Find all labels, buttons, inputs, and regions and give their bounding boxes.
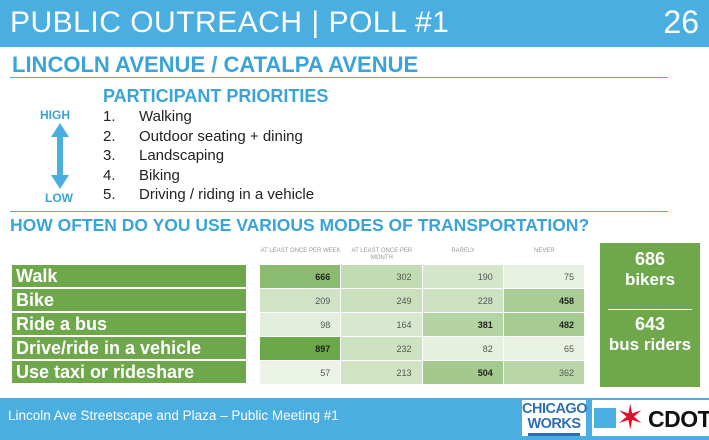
table-cell: 302: [341, 265, 423, 288]
transport-question: HOW OFTEN DO YOU USE VARIOUS MODES OF TR…: [10, 215, 590, 235]
priority-item: 1. Walking: [103, 108, 192, 125]
red-star-icon: ✶: [616, 399, 645, 437]
table-cell: 897: [260, 337, 342, 360]
table-cell: 504: [422, 361, 504, 384]
table-cell: 164: [341, 313, 423, 336]
table-cell: 82: [422, 337, 504, 360]
mode-label-bus: Ride a bus: [12, 313, 246, 335]
double-arrow-icon: [51, 123, 69, 189]
stats-divider: [608, 309, 692, 310]
table-row: 666 302 190 75: [260, 265, 585, 289]
blue-square-icon: [594, 408, 616, 428]
bus-riders-label: bus riders: [608, 335, 692, 354]
table-cell: 209: [260, 289, 342, 312]
column-header: AT LEAST ONCE PER WEEK: [260, 248, 341, 254]
table-cell: 232: [341, 337, 423, 360]
column-header: RARELY: [451, 248, 475, 254]
table-cell: 482: [503, 313, 585, 336]
table-cell: 249: [341, 289, 423, 312]
column-header: NEVER: [534, 248, 555, 254]
priority-item: 2. Outdoor seating + dining: [103, 127, 303, 145]
high-label: HIGH: [40, 108, 70, 122]
chicago-works-logo: CHICAGO WORKS: [522, 400, 587, 436]
footer-bar: Lincoln Ave Streetscape and Plaza – Publ…: [0, 398, 709, 440]
table-cell: 65: [503, 337, 585, 360]
column-header: AT LEAST ONCE PER MONTH: [351, 248, 413, 261]
mode-label-taxi: Use taxi or rideshare: [12, 361, 246, 383]
priorities-list: 1. Walking 2. Outdoor seating + dining 3. L…: [103, 107, 314, 205]
table-cell: 75: [503, 265, 585, 288]
low-label: LOW: [45, 191, 73, 205]
mode-labels: Walk Bike Ride a bus Drive/ride in a veh…: [12, 265, 246, 385]
slide-title: PUBLIC OUTREACH | POLL #1: [10, 6, 450, 39]
table-cell: 190: [422, 265, 504, 288]
priority-item: 3. Landscaping: [103, 147, 225, 164]
bikers-label: bikers: [624, 270, 676, 289]
priority-item: 5. Driving / riding in a vehicle: [103, 186, 315, 203]
bikers-count: 686: [634, 249, 666, 269]
table-cell: 57: [260, 361, 342, 384]
table-row: 897 232 82 65: [260, 337, 585, 361]
frequency-table: AT LEAST ONCE PER WEEK AT LEAST ONCE PER…: [260, 243, 585, 385]
stats-box: 686 bikers 643 bus riders: [600, 243, 700, 387]
cdot-logo: ✶ CDOT: [592, 400, 709, 436]
table-cell: 458: [503, 289, 585, 312]
divider-middle: [10, 211, 668, 212]
mode-label-walk: Walk: [12, 265, 246, 287]
table-cell: 381: [422, 313, 504, 336]
table-header: AT LEAST ONCE PER WEEK AT LEAST ONCE PER…: [260, 243, 585, 265]
footer-text: Lincoln Ave Streetscape and Plaza – Publ…: [8, 408, 339, 423]
header-bar: PUBLIC OUTREACH | POLL #1 26: [0, 0, 709, 47]
priority-item: 4. Biking: [103, 166, 180, 184]
table-row: 209 249 228 458: [260, 289, 585, 313]
table-row: 98 164 381 482: [260, 313, 585, 337]
priorities-title: PARTICIPANT PRIORITIES: [103, 86, 329, 106]
table-cell: 228: [422, 289, 504, 312]
table-cell: 213: [341, 361, 423, 384]
slide-number: 26: [663, 4, 699, 40]
mode-label-vehicle: Drive/ride in a vehicle: [12, 337, 246, 359]
divider-top: [10, 77, 668, 78]
table-cell: 362: [503, 361, 585, 384]
mode-label-bike: Bike: [12, 289, 246, 311]
table-row: 57 213 504 362: [260, 361, 585, 385]
table-cell: 98: [260, 313, 342, 336]
bus-riders-count: 643: [634, 314, 666, 334]
table-cell: 666: [260, 265, 342, 288]
table-body: 666 302 190 75 209 249 228 458 98 164 381 482 897 232…: [260, 265, 585, 385]
location-subtitle: LINCOLN AVENUE / CATALPA AVENUE: [12, 52, 419, 77]
